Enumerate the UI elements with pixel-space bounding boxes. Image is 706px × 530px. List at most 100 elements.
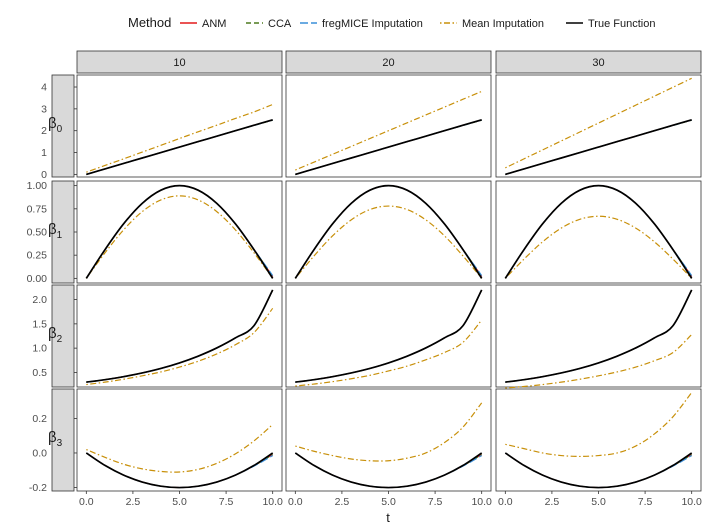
x-tick-label: 0.0 (288, 496, 303, 508)
series-line-mean-imputation (294, 205, 483, 279)
column-strip (285, 50, 492, 74)
panel (74, 180, 283, 284)
panel-frame (76, 74, 283, 178)
series-line-mean-imputation (86, 103, 273, 173)
y-tick-label: 2 (41, 125, 47, 137)
x-axis-title: t (386, 510, 390, 525)
y-tick-label: 0.5 (32, 367, 47, 379)
panel-grid: 10 20 30 β0 0 1 2 3 4 β1 0.00 0.25 0.50 0.75 1.00 β2 0.5… (27, 50, 702, 508)
y-tick-label: 3 (41, 103, 47, 115)
series-line-mean-imputation (86, 423, 274, 473)
panel (495, 180, 702, 284)
series-line-mean-imputation (505, 334, 693, 389)
column-strip-label: 30 (592, 57, 604, 69)
row-strip (51, 284, 75, 388)
y-tick-label: 0 (41, 169, 47, 181)
panel-frame (495, 388, 702, 492)
y-tick-label: 1.00 (27, 180, 48, 192)
panel-frame (76, 388, 283, 492)
x-tick-label: 10.0 (471, 496, 492, 508)
series-line-true-function (295, 118, 482, 176)
y-tick-label: -0.2 (29, 482, 47, 494)
row-strip-label: β2 (48, 325, 63, 345)
row-strip (51, 388, 75, 492)
series-line-true-function (505, 289, 693, 383)
legend-label-anm: ANM (202, 18, 226, 30)
x-tick-label: 2.5 (126, 496, 141, 508)
y-tick-label: 0.50 (27, 227, 48, 239)
x-tick-label: 7.5 (428, 496, 443, 508)
panel (495, 74, 702, 178)
y-tick-label: 1.5 (32, 318, 47, 330)
column-strip (495, 50, 702, 74)
legend-label-true-function: True Function (588, 18, 655, 30)
panel (285, 180, 492, 284)
series-line-true-function (295, 289, 483, 383)
panel-frame (285, 388, 492, 492)
legend-label-mean-imputation: Mean Imputation (462, 18, 544, 30)
panel: 0.0 2.5 5.0 7.5 10.0 (74, 388, 283, 508)
panel-frame (285, 284, 492, 388)
y-tick-label: 4 (41, 82, 47, 94)
series-line-mean-imputation (505, 392, 693, 458)
x-tick-label: 10.0 (681, 496, 702, 508)
series-line-true-function (85, 452, 274, 489)
row-strip-label: β3 (48, 429, 63, 449)
legend-label-fregmice-imputation: fregMICE Imputation (322, 18, 423, 30)
column-strip-label: 10 (173, 57, 185, 69)
series-line-true-function (85, 184, 274, 279)
panel (285, 284, 492, 388)
panel-frame (285, 74, 492, 178)
y-tick-label: 0.75 (27, 203, 48, 215)
series-line-true-function (504, 184, 693, 279)
panel: 0.0 2.5 5.0 7.5 10.0 (495, 388, 702, 508)
series-line-mean-imputation (86, 307, 274, 386)
series-line-mean-imputation (505, 77, 692, 169)
panel-frame (285, 180, 492, 284)
y-tick-label: 0.25 (27, 250, 48, 262)
x-tick-label: 0.0 (79, 496, 94, 508)
x-tick-label: 0.0 (498, 496, 513, 508)
series-line-mean-imputation (295, 402, 483, 462)
y-tick-label: 0.0 (32, 447, 47, 459)
panel (74, 284, 283, 388)
panel-frame (76, 284, 283, 388)
series-line-true-function (86, 289, 274, 383)
x-tick-label: 5.0 (172, 496, 187, 508)
x-tick-label: 5.0 (591, 496, 606, 508)
x-tick-label: 2.5 (545, 496, 560, 508)
row-strip (51, 74, 75, 178)
series-line-mean-imputation (504, 215, 693, 279)
panel-frame (76, 180, 283, 284)
series-line-mean-imputation (295, 90, 482, 171)
panel (495, 284, 702, 389)
panel-frame (495, 284, 702, 388)
column-strip-label: 20 (382, 57, 394, 69)
column-strip (76, 50, 283, 74)
x-tick-label: 5.0 (381, 496, 396, 508)
x-tick-label: 7.5 (638, 496, 653, 508)
series-line-true-function (504, 452, 693, 489)
panel (285, 74, 492, 178)
series-line-true-function (294, 184, 483, 279)
panel-frame (495, 74, 702, 178)
series-line-mean-imputation (85, 195, 274, 279)
x-tick-label: 10.0 (262, 496, 283, 508)
panel: 0.0 2.5 5.0 7.5 10.0 (285, 388, 492, 508)
series-line-mean-imputation (295, 319, 483, 387)
y-tick-label: 2.0 (32, 294, 47, 306)
panel-frame (495, 180, 702, 284)
legend-title: Method (128, 15, 171, 30)
y-tick-label: 1.0 (32, 343, 47, 355)
legend: Method ANM CCA fregMICE Imputation Mean Imp… (128, 15, 655, 30)
x-tick-label: 7.5 (219, 496, 234, 508)
y-tick-label: 0.00 (27, 273, 48, 285)
series-line-true-function (505, 118, 692, 176)
y-tick-label: 1 (41, 147, 47, 159)
series-line-true-function (294, 452, 483, 489)
legend-label-cca: CCA (268, 18, 292, 30)
row-strip-label: β0 (48, 115, 63, 135)
x-tick-label: 2.5 (335, 496, 350, 508)
y-tick-label: 0.2 (32, 413, 47, 425)
